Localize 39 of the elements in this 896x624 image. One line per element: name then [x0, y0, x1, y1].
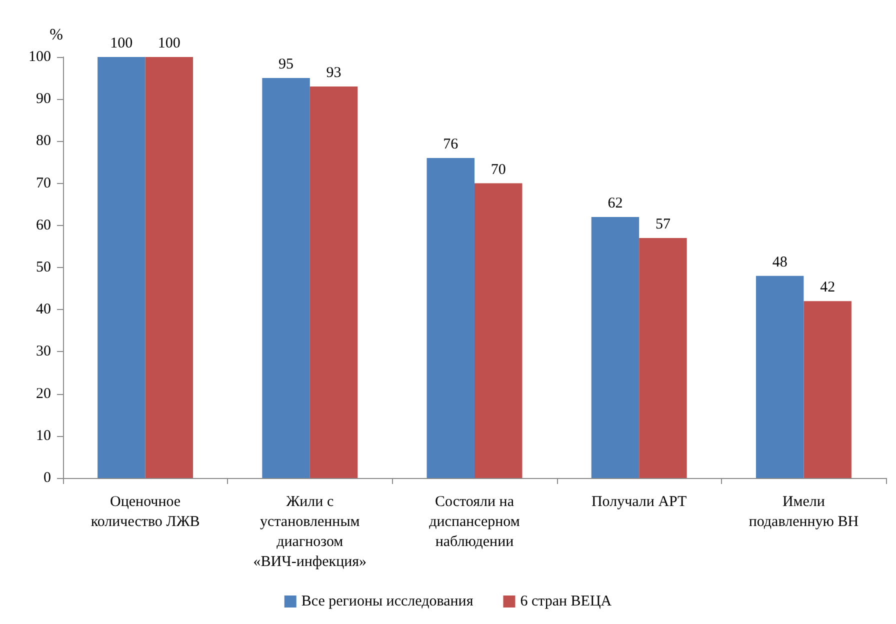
x-tick-label: Имели подавленную ВН — [748, 494, 859, 530]
x-tick-label: Состояли на диспансерном наблюдении — [429, 494, 520, 550]
bar — [756, 276, 804, 478]
y-tick-label: 90 — [36, 91, 51, 108]
data-label: 100 — [110, 36, 133, 52]
data-label: 48 — [772, 254, 788, 270]
legend-label: Все регионы исследования — [301, 594, 474, 610]
y-tick-label: 20 — [36, 386, 51, 402]
data-label: 100 — [158, 36, 180, 52]
data-label: 42 — [820, 280, 836, 296]
y-tick-label: 0 — [44, 470, 51, 486]
bar — [591, 216, 640, 478]
x-tick-label: Жили с установленным диагнозом «ВИЧ-инфекция» — [253, 494, 367, 570]
bar — [804, 301, 852, 478]
bar — [426, 158, 474, 478]
data-label: 57 — [655, 216, 671, 233]
bar — [262, 78, 310, 478]
x-tick-label: Оценочное количество ЛЖВ — [90, 494, 200, 530]
legend-label: 6 стран ВЕЦА — [520, 594, 612, 610]
y-tick-label: 30 — [36, 344, 51, 360]
y-tick-label: 80 — [36, 133, 51, 150]
data-label: 76 — [443, 136, 459, 153]
bar — [145, 57, 194, 478]
data-label: 95 — [278, 56, 294, 73]
x-tick-label: Получали АРТ — [591, 494, 687, 510]
y-tick-label: 40 — [36, 302, 51, 318]
data-label: 70 — [490, 162, 506, 178]
data-label: 93 — [326, 64, 342, 81]
data-label: 62 — [608, 195, 623, 212]
y-tick-label: 60 — [36, 217, 51, 234]
y-tick-label: 100 — [28, 49, 51, 65]
bar — [98, 57, 146, 478]
y-tick-label: 50 — [36, 260, 51, 276]
bar — [310, 86, 358, 478]
y-tick-label: 70 — [36, 175, 51, 192]
bar — [639, 238, 687, 478]
bar — [474, 183, 522, 478]
y-tick-label: 10 — [36, 428, 51, 444]
y-axis-title: % — [50, 26, 63, 44]
